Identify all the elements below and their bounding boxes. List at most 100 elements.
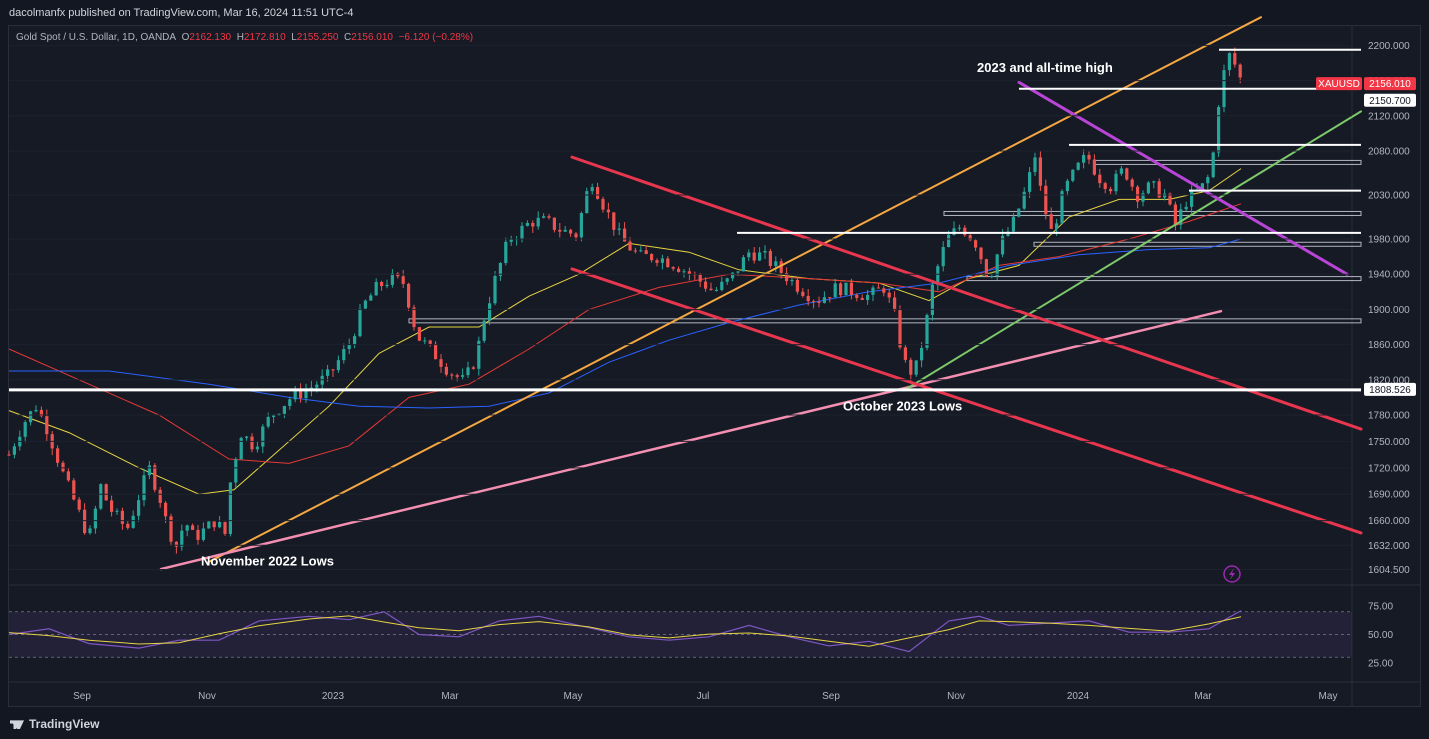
trend-line-purple-falling[interactable] bbox=[1017, 80, 1349, 276]
candle-body bbox=[812, 301, 816, 303]
price-tick-label: 1750.000 bbox=[1368, 437, 1410, 448]
candle bbox=[563, 226, 567, 233]
candle bbox=[698, 272, 702, 288]
candle bbox=[974, 238, 978, 252]
candle bbox=[158, 487, 162, 508]
price-label-text: XAUUSD bbox=[1318, 79, 1360, 90]
candle-body bbox=[671, 267, 675, 269]
candle-body bbox=[822, 297, 826, 303]
candle-body bbox=[1157, 181, 1161, 198]
horizontal-levels[interactable] bbox=[9, 48, 1361, 392]
candle bbox=[250, 433, 254, 453]
candle-body bbox=[1017, 208, 1021, 217]
candlesticks bbox=[7, 47, 1242, 554]
trend-line-red-channel-lower[interactable] bbox=[570, 267, 1363, 535]
candle bbox=[839, 282, 843, 298]
candle bbox=[930, 280, 934, 321]
lightning-icon[interactable] bbox=[1223, 565, 1241, 583]
candle-body bbox=[596, 187, 600, 199]
candle-body bbox=[347, 344, 351, 350]
candle bbox=[363, 299, 367, 311]
candle bbox=[1001, 229, 1005, 258]
candle bbox=[876, 282, 880, 289]
price-tick-label: 1720.000 bbox=[1368, 463, 1410, 474]
candle-body bbox=[833, 283, 837, 298]
candle-body bbox=[282, 405, 286, 414]
candle bbox=[1238, 63, 1242, 84]
candle-body bbox=[579, 213, 583, 238]
candle bbox=[828, 297, 832, 303]
price-tick-label: 1780.000 bbox=[1368, 411, 1410, 422]
candle-body bbox=[93, 508, 97, 529]
candle-body bbox=[574, 233, 578, 238]
candle-body bbox=[504, 241, 508, 264]
candle-body bbox=[266, 417, 270, 427]
candle bbox=[731, 272, 735, 282]
candle bbox=[542, 213, 546, 219]
support-zone bbox=[943, 210, 1362, 216]
candle bbox=[590, 183, 594, 195]
price-axis-panel[interactable] bbox=[1352, 26, 1420, 706]
candle bbox=[693, 271, 697, 280]
candle-body bbox=[439, 359, 443, 367]
candle bbox=[407, 282, 411, 311]
candle bbox=[623, 222, 627, 242]
candle bbox=[417, 326, 421, 342]
candle-body bbox=[687, 271, 691, 275]
candle-body bbox=[39, 409, 43, 417]
candle-body bbox=[272, 414, 276, 418]
candle-body bbox=[218, 522, 222, 528]
candle-body bbox=[520, 225, 524, 239]
candle bbox=[914, 360, 918, 377]
candle bbox=[1038, 151, 1042, 191]
candle-body bbox=[590, 187, 594, 192]
candle bbox=[1125, 167, 1129, 181]
candle bbox=[655, 258, 659, 267]
candle-body bbox=[844, 282, 848, 296]
trend-line-orange-rising[interactable] bbox=[206, 16, 1262, 564]
rsi-band bbox=[9, 611, 1352, 658]
trend-line-red-channel-upper[interactable] bbox=[570, 155, 1363, 431]
candle-body bbox=[963, 227, 967, 236]
candle bbox=[29, 410, 33, 426]
candle-body bbox=[617, 228, 621, 230]
rsi-tick-label: 75.00 bbox=[1368, 602, 1393, 613]
candle-body bbox=[1011, 216, 1015, 232]
candle bbox=[77, 497, 81, 513]
candle bbox=[849, 278, 853, 300]
candle bbox=[288, 396, 292, 410]
symbol-legend[interactable]: Gold Spot / U.S. Dollar, 1D, OANDA O2162… bbox=[16, 32, 473, 43]
candle bbox=[1179, 203, 1183, 230]
candle bbox=[909, 357, 913, 382]
price-tick-label: 1860.000 bbox=[1368, 340, 1410, 351]
candle bbox=[444, 363, 448, 377]
candle-body bbox=[1098, 174, 1102, 184]
candle-body bbox=[390, 273, 394, 285]
candle-body bbox=[99, 484, 103, 509]
candle bbox=[39, 406, 43, 418]
candle-body bbox=[493, 275, 497, 304]
chart-frame[interactable] bbox=[8, 25, 1421, 707]
candle-body bbox=[569, 229, 573, 234]
candle bbox=[223, 521, 227, 536]
time-tick-label: Sep bbox=[73, 691, 91, 702]
trend-line-green-rising[interactable] bbox=[903, 110, 1362, 392]
candle bbox=[18, 430, 22, 451]
candle-body bbox=[363, 300, 367, 309]
tradingview-brand[interactable]: TradingView bbox=[10, 717, 99, 731]
candle-body bbox=[866, 294, 870, 300]
candle bbox=[477, 336, 481, 376]
candle bbox=[434, 341, 438, 360]
trend-line-pink-rising[interactable] bbox=[159, 309, 1223, 571]
candle-body bbox=[407, 283, 411, 308]
candle bbox=[1082, 149, 1086, 169]
candle bbox=[282, 405, 286, 419]
candle-body bbox=[558, 229, 562, 232]
candle bbox=[650, 253, 654, 263]
candle-body bbox=[725, 278, 729, 282]
candle-body bbox=[374, 282, 378, 296]
trend-lines[interactable] bbox=[159, 16, 1363, 571]
candle-body bbox=[633, 250, 637, 252]
candle-body bbox=[801, 291, 805, 296]
